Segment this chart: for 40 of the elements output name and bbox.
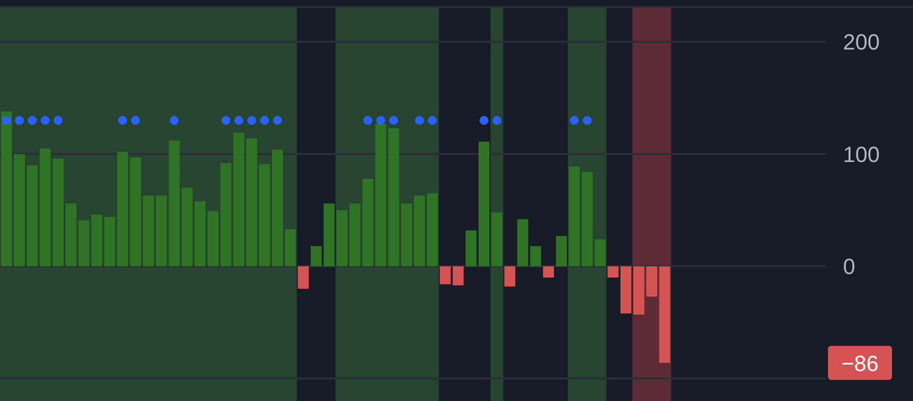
bar	[78, 220, 90, 266]
bar	[633, 266, 644, 315]
bar	[182, 188, 193, 266]
bar	[349, 203, 360, 266]
bar	[142, 196, 154, 266]
bar	[491, 212, 502, 266]
y-tick-label: 200	[843, 30, 880, 55]
bar	[414, 196, 425, 266]
bar	[426, 193, 438, 266]
bar	[324, 203, 335, 266]
bar	[388, 128, 400, 266]
bar	[66, 203, 76, 266]
bar	[220, 163, 232, 266]
bar	[298, 266, 309, 289]
bar	[272, 150, 283, 266]
bar	[530, 246, 542, 266]
bar	[130, 157, 141, 266]
bar	[594, 239, 606, 266]
bar	[14, 154, 25, 266]
bar	[517, 219, 528, 266]
bar	[608, 266, 619, 278]
bar	[478, 142, 490, 266]
bar	[504, 266, 516, 287]
bar	[466, 230, 477, 266]
bar	[194, 201, 206, 266]
text: −86	[841, 350, 879, 376]
y-tick-label: 100	[843, 142, 880, 167]
bar	[310, 246, 322, 266]
bar	[543, 266, 554, 278]
bar	[284, 229, 296, 266]
bar	[52, 158, 64, 266]
bar	[259, 164, 270, 266]
y-tick-label: 0	[843, 254, 856, 280]
bar	[620, 266, 632, 314]
bar	[0, 111, 12, 266]
bar	[117, 152, 128, 266]
bar	[207, 211, 218, 266]
bar	[556, 236, 567, 266]
bar	[401, 203, 412, 266]
bar	[336, 210, 348, 266]
